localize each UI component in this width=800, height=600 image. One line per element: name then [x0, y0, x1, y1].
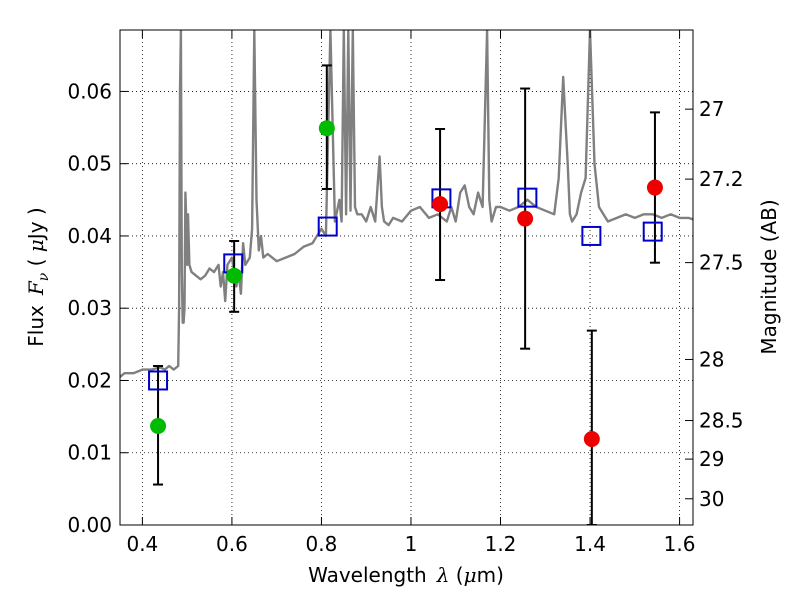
- green-point: [150, 418, 167, 434]
- y-tick-label: 0.05: [67, 152, 112, 176]
- model-square: [317, 216, 338, 237]
- model-square: [517, 187, 538, 208]
- y-tick-label: 0.03: [67, 296, 112, 320]
- y2-tick-label: 29: [699, 447, 724, 471]
- observed-points: [150, 120, 663, 448]
- y-tick-label: 0.01: [67, 441, 112, 465]
- green-point: [226, 267, 243, 284]
- x-tick-label: 1.2: [485, 532, 517, 556]
- y-axis-label: FluxFν ( μJy ): [24, 207, 52, 346]
- x-axis-label: Wavelength λ (μm): [308, 563, 504, 587]
- model-square: [642, 221, 663, 242]
- model-square: [581, 225, 602, 246]
- y2-tick-label: 27.2: [699, 167, 744, 191]
- y-tick-label: 0.06: [67, 79, 112, 103]
- y-tick-label: 0.00: [67, 513, 112, 537]
- y2-tick-label: 28.5: [699, 409, 744, 433]
- y2-tick-label: 28: [699, 347, 724, 371]
- axis-ticks: 0.4 0.6 0.8 1 1.2 1.4 1.6 0.00 0.01 0.02 0.03 0.04 0…: [67, 30, 744, 556]
- y2-tick-label: 27: [699, 97, 724, 121]
- y-tick-label: 0.02: [67, 368, 112, 392]
- plot-frame: [119, 29, 694, 526]
- x-tick-label: 0.6: [216, 532, 248, 556]
- y2-axis-label: Magnitude (AB): [757, 199, 781, 354]
- model-spectrum: [120, 30, 693, 378]
- x-tick-label: 1.4: [574, 532, 606, 556]
- y2-tick-label: 27.5: [699, 251, 744, 275]
- y-tick-label: 0.04: [67, 224, 112, 248]
- x-tick-label: 1.6: [664, 532, 696, 556]
- x-tick-label: 0.4: [126, 532, 158, 556]
- model-spectrum-line: [120, 30, 693, 378]
- green-point: [318, 120, 335, 137]
- y2-tick-label: 30: [699, 487, 724, 511]
- x-tick-label: 0.8: [306, 532, 338, 556]
- red-point: [432, 196, 449, 213]
- red-point: [517, 210, 534, 227]
- model-square: [148, 370, 169, 391]
- red-point: [583, 431, 600, 448]
- red-point: [646, 179, 663, 196]
- x-tick-label: 1: [405, 532, 418, 556]
